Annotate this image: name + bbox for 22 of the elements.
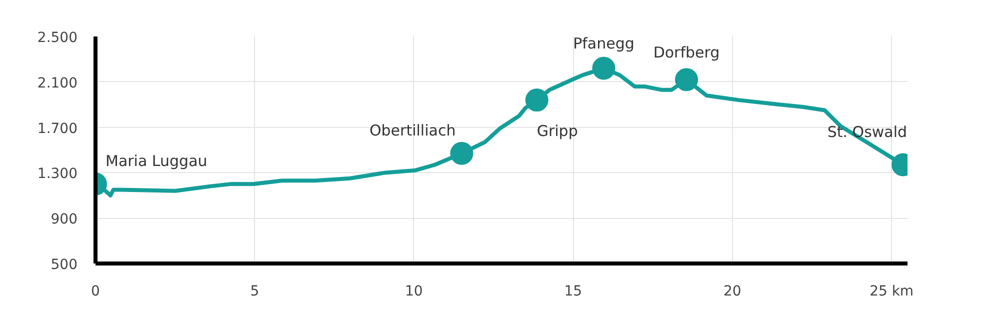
point — [592, 56, 616, 80]
annotation: Pfanegg — [573, 34, 634, 52]
annotation: Dorfberg — [653, 44, 720, 62]
annotation: Maria Luggau — [106, 152, 208, 170]
point — [525, 88, 548, 112]
x-tick-label: 5 — [250, 284, 260, 300]
x-tick-label: 0 — [91, 284, 100, 300]
y-tick-label: 900 — [50, 212, 78, 228]
y-tick-label: 1.700 — [37, 120, 78, 137]
y-tick-label: 1.300 — [37, 166, 78, 182]
y-tick-label: 500 — [50, 257, 78, 273]
x-tick-label: 10 — [405, 284, 423, 300]
point — [675, 68, 698, 92]
y-tick-label: 2.500 — [37, 30, 78, 46]
x-tick-label: 15 — [564, 284, 582, 300]
point — [450, 142, 474, 165]
x-tick-label: 25 km — [870, 284, 914, 300]
x-tick-label: 20 — [723, 284, 742, 300]
annotation: Gripp — [536, 122, 578, 140]
annotation: Obertilliach — [369, 121, 456, 140]
y-tick-label: 2.100 — [37, 75, 78, 92]
annotation: St. Oswald — [827, 122, 908, 141]
